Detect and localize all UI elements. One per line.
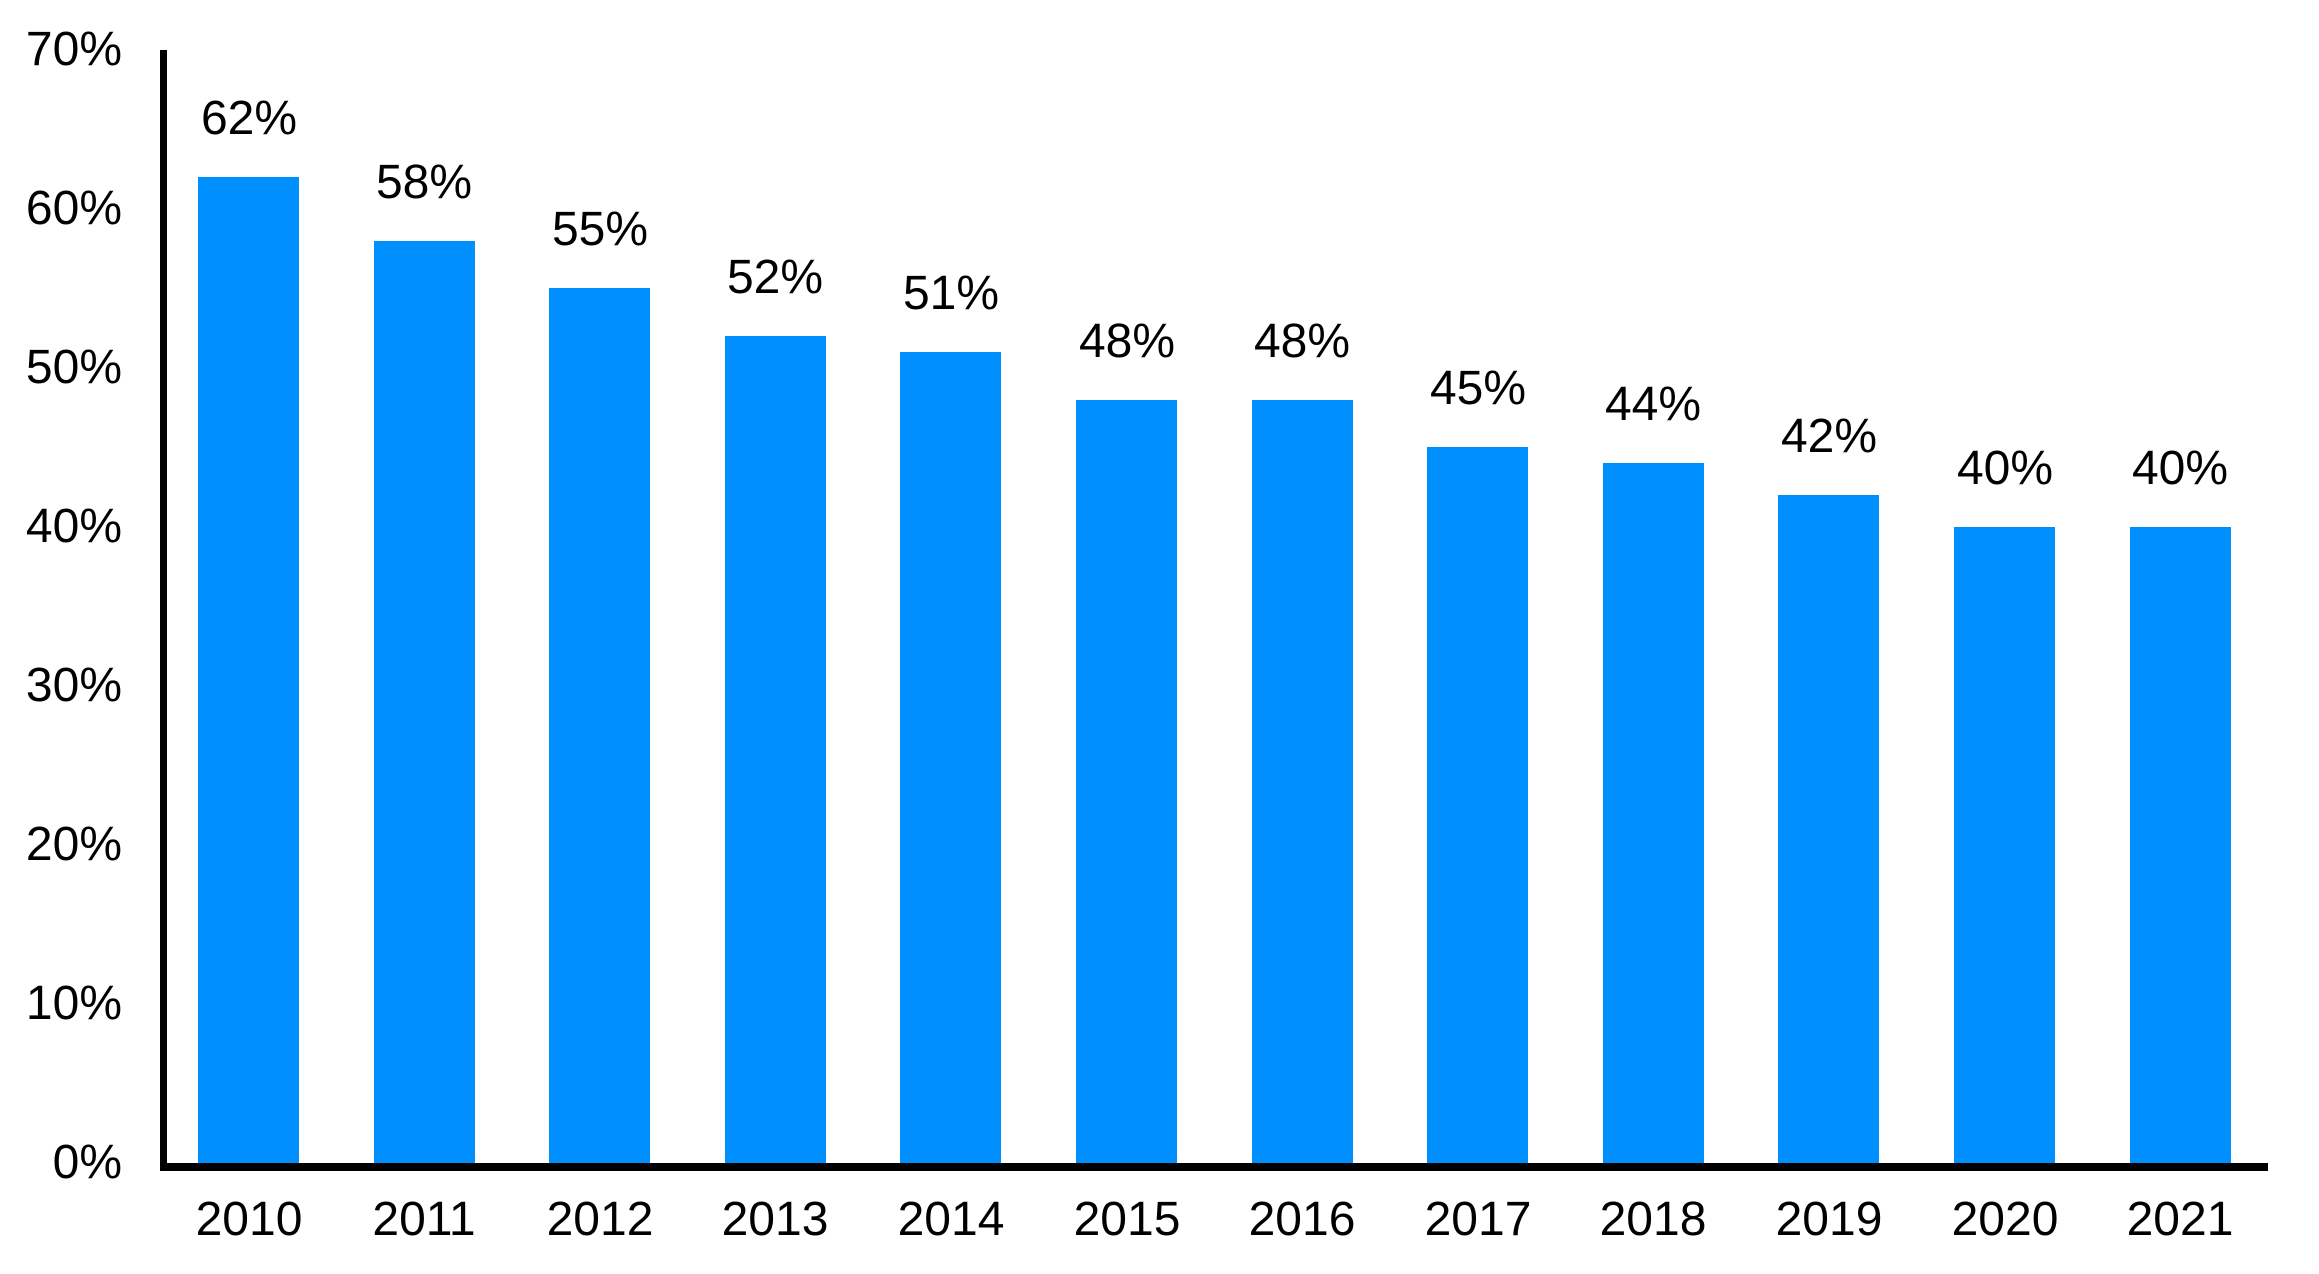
bar-value-label: 51% bbox=[902, 267, 1000, 320]
y-tick-label: 30% bbox=[25, 659, 122, 712]
bar-2019 bbox=[1778, 495, 1879, 1163]
bar-2015 bbox=[1076, 400, 1177, 1163]
bar-value-label: 48% bbox=[1078, 315, 1176, 368]
y-tick-label: 70% bbox=[25, 23, 122, 76]
y-tick-label: 50% bbox=[25, 341, 122, 394]
x-tick-label: 2016 bbox=[1248, 1193, 1356, 1246]
y-tick-label: 20% bbox=[25, 818, 122, 871]
bar-value-label: 55% bbox=[551, 203, 649, 256]
y-tick-label: 0% bbox=[52, 1136, 122, 1189]
bar-2018 bbox=[1603, 463, 1704, 1163]
x-tick-label: 2014 bbox=[897, 1193, 1005, 1246]
bar-value-label: 45% bbox=[1429, 362, 1527, 415]
y-axis-line bbox=[160, 50, 167, 1171]
bar-value-label: 40% bbox=[2131, 442, 2229, 495]
bar-value-label: 42% bbox=[1780, 410, 1878, 463]
bar-2013 bbox=[725, 336, 826, 1163]
bar-value-label: 48% bbox=[1253, 315, 1351, 368]
bar-2017 bbox=[1427, 447, 1528, 1163]
bar-value-label: 58% bbox=[375, 156, 473, 209]
y-tick-label: 10% bbox=[25, 977, 122, 1030]
x-tick-label: 2015 bbox=[1073, 1193, 1181, 1246]
bar-value-label: 44% bbox=[1604, 378, 1702, 431]
x-tick-label: 2010 bbox=[195, 1193, 303, 1246]
bar-2011 bbox=[374, 241, 475, 1163]
x-tick-label: 2020 bbox=[1951, 1193, 2059, 1246]
bar-2012 bbox=[549, 288, 650, 1163]
bar-2014 bbox=[900, 352, 1001, 1163]
x-tick-label: 2019 bbox=[1775, 1193, 1883, 1246]
bar-value-label: 52% bbox=[726, 251, 824, 304]
bar-value-label: 62% bbox=[200, 92, 298, 145]
y-tick-label: 40% bbox=[25, 500, 122, 553]
x-tick-label: 2018 bbox=[1599, 1193, 1707, 1246]
bar-value-label: 40% bbox=[1956, 442, 2054, 495]
x-tick-label: 2011 bbox=[372, 1193, 476, 1246]
bar-2010 bbox=[198, 177, 299, 1163]
x-tick-label: 2017 bbox=[1424, 1193, 1532, 1246]
x-axis-line bbox=[160, 1163, 2268, 1171]
bar-2016 bbox=[1252, 400, 1353, 1163]
x-tick-label: 2013 bbox=[721, 1193, 829, 1246]
x-tick-label: 2012 bbox=[546, 1193, 654, 1246]
x-tick-label: 2021 bbox=[2126, 1193, 2234, 1246]
bar-2021 bbox=[2130, 527, 2231, 1163]
y-tick-label: 60% bbox=[25, 182, 122, 235]
bar-2020 bbox=[1954, 527, 2055, 1163]
